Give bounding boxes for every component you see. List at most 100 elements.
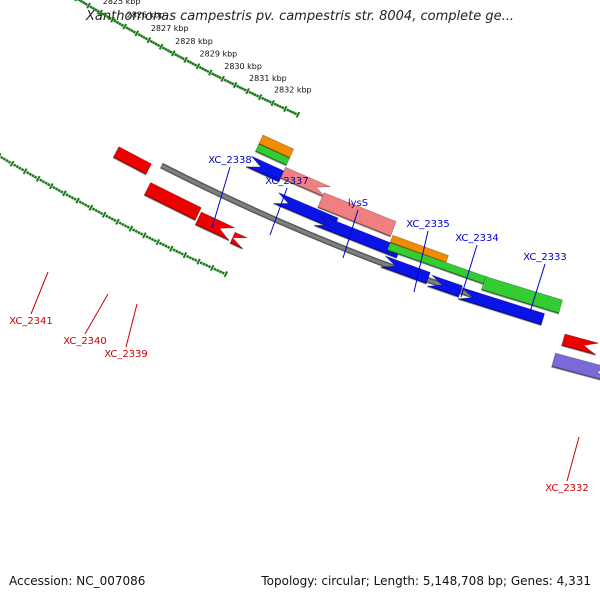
tick-mark (188, 256, 193, 260)
tick-mark (238, 85, 242, 90)
gene-block-green[interactable] (480, 276, 563, 314)
tick-mark (26, 171, 30, 175)
tick-mark (186, 59, 190, 63)
gene-label-leader (342, 209, 359, 259)
tick-mark (230, 82, 235, 86)
gene-label-leader (125, 303, 138, 348)
tick-mark (202, 262, 206, 266)
tick-mark (181, 56, 185, 61)
tick-mark (121, 222, 125, 227)
gene-block-red[interactable] (194, 211, 236, 241)
gene-block-blue[interactable] (427, 274, 463, 298)
tick-mark (94, 8, 98, 12)
tick-mark (54, 187, 59, 191)
tick-mark (103, 13, 108, 18)
gene-block-red[interactable] (112, 146, 152, 175)
gene-block-blue[interactable] (245, 155, 285, 183)
gene-label[interactable]: XC_2335 (406, 219, 450, 230)
gene-label-leader (460, 244, 478, 298)
tick-mark (161, 46, 166, 50)
tick-mark (139, 34, 144, 38)
gene-block-red[interactable] (229, 231, 248, 250)
tick-mark (118, 221, 122, 225)
tick-mark (260, 96, 265, 101)
gene-label[interactable]: XC_2332 (545, 483, 589, 494)
accession-text: Accession: NC_007086 (9, 574, 146, 588)
tick-mark (120, 23, 124, 27)
tick-mark (134, 30, 140, 37)
tick-mark (131, 228, 136, 232)
tick-mark (293, 111, 298, 116)
tick-mark (218, 75, 222, 80)
gene-block-blue[interactable] (457, 287, 545, 326)
tick-mark (195, 63, 201, 70)
tick-mark (15, 165, 20, 169)
tick-mark (134, 229, 138, 234)
tick-mark (281, 106, 285, 110)
gene-block-purple-shade (551, 365, 600, 381)
tick-mark (39, 178, 43, 182)
kbp-label: 2827 kbp (151, 24, 189, 33)
gene-block-green-shade (481, 288, 559, 315)
tick-mark (108, 16, 112, 20)
genome-summary-text: Topology: circular; Length: 5,148,708 bp… (261, 574, 591, 588)
gene-label[interactable]: XC_2339 (104, 349, 148, 360)
tick-mark (191, 257, 195, 261)
tick-mark (139, 232, 144, 236)
tick-mark (84, 2, 88, 6)
tick-mark (91, 6, 96, 11)
gene-block-blue-shade (427, 285, 459, 298)
gene-label[interactable]: XC_2333 (523, 252, 567, 263)
tick-mark (101, 211, 107, 218)
tick-mark (270, 99, 275, 107)
gene-label-leader (30, 271, 49, 315)
tick-mark (149, 39, 154, 44)
tick-mark (273, 102, 277, 106)
gene-block-purple[interactable] (551, 352, 600, 382)
tick-mark (194, 258, 198, 262)
tick-mark (240, 87, 245, 91)
tick-mark (65, 193, 69, 197)
tick-mark (5, 158, 9, 163)
gene-label[interactable]: XC_2340 (63, 336, 107, 347)
tick-mark (218, 270, 223, 274)
tick-mark (263, 97, 267, 102)
tick-mark (74, 0, 77, 2)
tick-mark (126, 225, 130, 229)
tick-mark (210, 264, 215, 272)
tick-mark (225, 79, 230, 84)
gene-block-green-shade (255, 150, 287, 167)
kbp-label: 2831 kbp (249, 74, 287, 83)
gene-label[interactable]: XC_2338 (208, 155, 252, 166)
tick-mark (152, 41, 156, 45)
gene-label[interactable]: XC_2337 (265, 176, 309, 187)
tick-mark (228, 80, 232, 85)
gene-block-red-shade (112, 156, 147, 176)
tick-mark (278, 104, 282, 109)
gene-label[interactable]: XC_2341 (9, 316, 53, 327)
tick-mark (164, 47, 168, 52)
tick-mark (158, 43, 164, 50)
gene-label-leader (529, 263, 546, 313)
gene-label[interactable]: XC_2334 (455, 233, 499, 244)
tick-mark (223, 271, 229, 278)
gene-block-orange[interactable] (258, 134, 295, 159)
tick-mark (18, 166, 22, 170)
tick-mark (266, 99, 270, 103)
tick-mark (191, 62, 195, 66)
tick-mark (127, 27, 132, 31)
gene-block-green-shade (386, 249, 486, 286)
tick-mark (156, 43, 161, 48)
gene-block-red[interactable] (561, 333, 599, 356)
tick-mark (68, 194, 72, 198)
tick-mark (113, 218, 117, 223)
tick-mark (60, 190, 64, 194)
tick-mark (205, 263, 209, 268)
tick-mark (97, 210, 101, 214)
gene-block-red[interactable] (143, 182, 202, 221)
gene-block-green[interactable] (255, 143, 290, 166)
gene-label[interactable]: lysS (348, 198, 368, 209)
inner-tick-row (0, 153, 229, 278)
gene-block-blue[interactable] (314, 214, 402, 259)
